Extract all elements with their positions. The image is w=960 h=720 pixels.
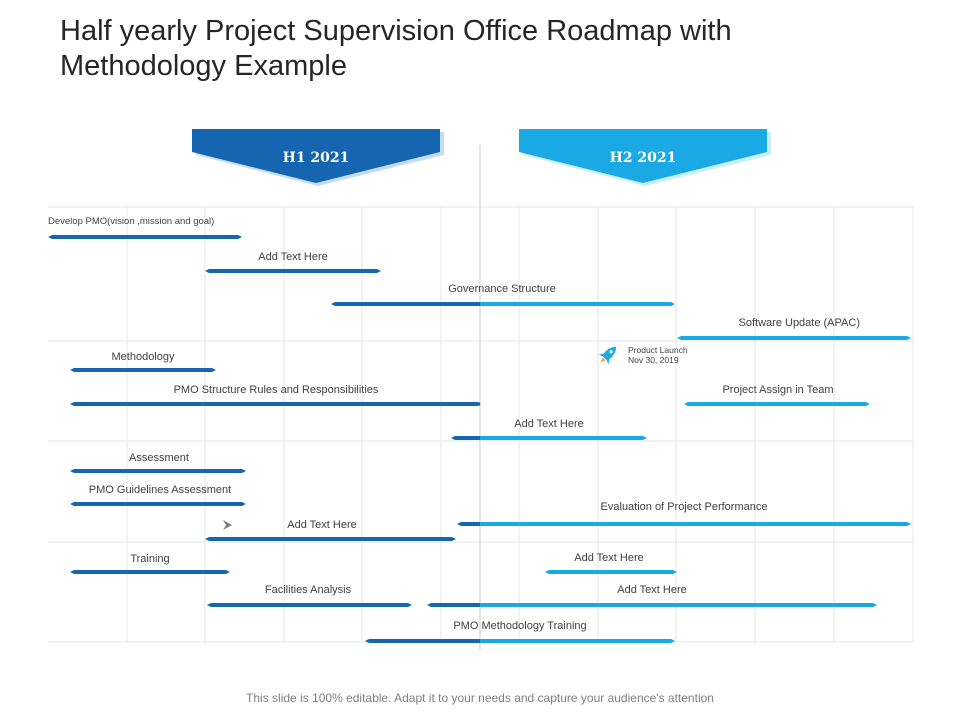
- period-h2-label: H2 2021: [610, 150, 677, 166]
- task-bar-segment: [480, 522, 911, 526]
- period-h1-label: H1 2021: [283, 150, 350, 166]
- task-bar-segment: [207, 603, 412, 607]
- milestone-line2: Nov 30, 2019: [628, 355, 679, 365]
- task-label: Add Text Here: [258, 251, 328, 263]
- task-label: Facilities Analysis: [264, 584, 352, 596]
- task-label: Project Assign in Team: [722, 384, 834, 396]
- task-label: Methodology: [111, 351, 175, 363]
- grid: [48, 206, 914, 643]
- period-h2-shape: [519, 129, 767, 183]
- task-label: Add Text Here: [514, 418, 584, 430]
- slide-title: Half yearly Project Supervision Office R…: [60, 15, 732, 82]
- period-header-h2: H2 2021: [519, 129, 771, 186]
- milestone-label: Product Launch Nov 30, 2019: [628, 345, 688, 365]
- task-bar-segment: [70, 402, 480, 406]
- task-bar-segment: [480, 639, 675, 643]
- task-bar-segment: [480, 603, 877, 607]
- task-bar-segment: [70, 570, 230, 574]
- task-bar-segment: [205, 537, 456, 541]
- milestone-line1: Product Launch: [628, 345, 688, 355]
- task-label: PMO Methodology Training: [453, 620, 587, 632]
- task-label: Add Text Here: [617, 584, 687, 596]
- task-label: Assessment: [129, 452, 189, 464]
- task-bar-segment: [480, 302, 675, 306]
- footer-note: This slide is 100% editable. Adapt it to…: [246, 691, 714, 705]
- task-bar-segment: [451, 436, 480, 440]
- task-label: Evaluation of Project Performance: [600, 501, 768, 513]
- task-bar-segment: [205, 269, 381, 273]
- task-label: PMO Structure Rules and Responsibilities: [173, 384, 379, 396]
- task-bar-segment: [48, 235, 242, 239]
- task-bar-segment: [545, 570, 677, 574]
- task-bar-segment: [70, 469, 246, 473]
- task-bar-segment: [477, 402, 481, 406]
- chevron-right-icon: [223, 520, 232, 530]
- task-bar-segment: [480, 436, 647, 440]
- task-label: Software Update (APAC): [738, 317, 860, 329]
- rocket-icon: [598, 346, 617, 365]
- task-label: Develop PMO(vision ,mission and goal): [48, 216, 215, 227]
- task-label: Governance Structure: [448, 283, 556, 295]
- task-bar-segment: [684, 402, 870, 406]
- task-label: Add Text Here: [287, 519, 357, 531]
- task-bar-segment: [457, 522, 480, 526]
- period-h1-shape: [192, 129, 440, 183]
- task-bar-segment: [331, 302, 480, 306]
- period-header-h1: H1 2021: [192, 129, 444, 186]
- task-bar-segment: [70, 368, 216, 372]
- task-bars: [48, 235, 911, 643]
- task-bar-segment: [70, 502, 246, 506]
- task-bar-segment: [677, 336, 911, 340]
- task-label: Training: [130, 553, 170, 565]
- task-label: Add Text Here: [574, 552, 644, 564]
- task-bar-segment: [365, 639, 480, 643]
- task-bar-segment: [427, 603, 480, 607]
- task-label: PMO Guidelines Assessment: [88, 484, 232, 496]
